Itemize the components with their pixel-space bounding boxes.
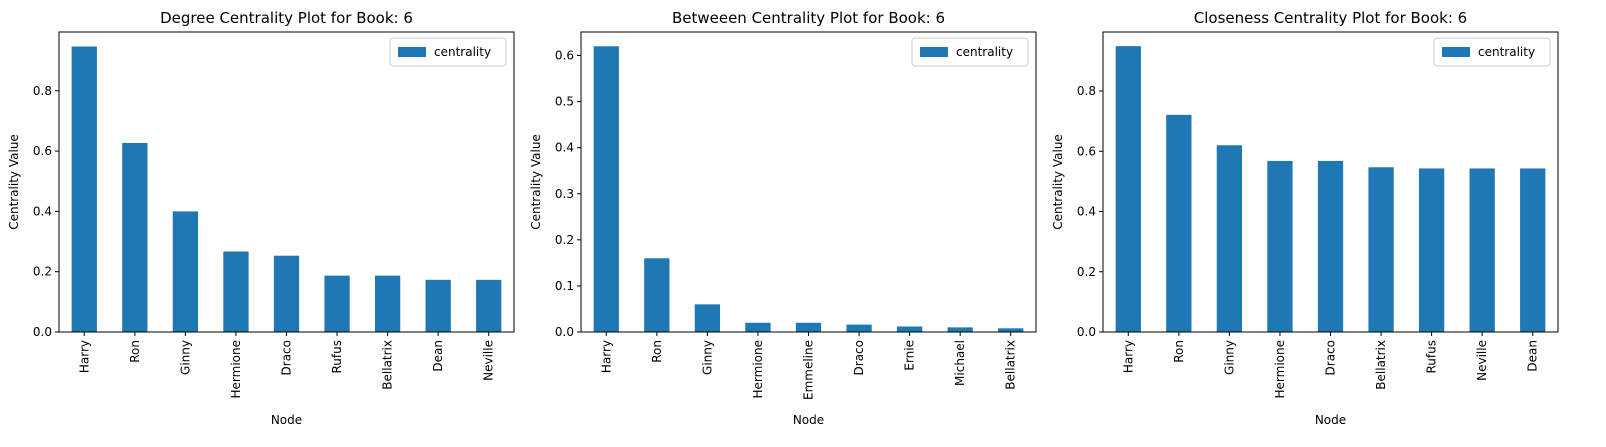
x-tick-label: Bellatrix	[1374, 340, 1388, 390]
bar-michael	[947, 327, 973, 332]
y-tick-label: 0.6	[1077, 144, 1096, 158]
legend: centrality	[389, 37, 507, 67]
x-tick-label: Dean	[431, 340, 445, 372]
y-tick-label: 0.4	[1077, 205, 1096, 219]
y-tick-label: 0.2	[33, 265, 52, 279]
x-tick-label: Ron	[650, 340, 664, 363]
x-tick-label: Ginny	[700, 340, 714, 375]
y-axis-label: Centrality Value	[1051, 134, 1065, 230]
bar-hermione	[1267, 160, 1293, 332]
bar-bellatrix	[1368, 167, 1394, 332]
x-tick-label: Michael	[953, 340, 967, 386]
bar-bellatrix	[374, 275, 401, 332]
bar-draco	[1317, 160, 1344, 332]
x-tick-label: Ernie	[903, 340, 917, 371]
bar-ron	[122, 142, 148, 332]
x-tick-label: Bellatrix	[1004, 340, 1018, 390]
chart-title: Closeness Centrality Plot for Book: 6	[1194, 9, 1467, 27]
bar-neville	[1469, 168, 1495, 332]
y-tick-label: 0.6	[555, 49, 574, 63]
bar-ginny	[172, 211, 199, 332]
bar-bellatrix	[998, 328, 1024, 332]
legend-label: centrality	[434, 45, 491, 59]
y-axis-label: Centrality Value	[7, 134, 21, 230]
bar-harry	[71, 46, 97, 332]
x-tick-label: Hermione	[1273, 340, 1287, 398]
y-tick-label: 0.6	[33, 144, 52, 158]
legend: centrality	[1433, 37, 1551, 67]
bar-neville	[476, 279, 502, 332]
x-tick-label: Hermione	[229, 340, 243, 398]
legend-swatch	[398, 47, 426, 57]
x-tick-label: Dean	[1526, 340, 1540, 372]
x-axis-label: Node	[1315, 413, 1346, 427]
y-tick-label: 0.4	[33, 204, 52, 218]
bar-hermione	[223, 251, 249, 332]
bar-hermione	[745, 322, 771, 332]
bar-harry	[1115, 46, 1141, 332]
y-tick-label: 0.0	[1077, 325, 1096, 339]
bar-rufus	[324, 275, 350, 332]
x-tick-label: Draco	[852, 340, 866, 375]
y-tick-label: 0.4	[555, 141, 574, 155]
y-tick-label: 0.8	[33, 84, 52, 98]
subplot-3: 0.0 0.2 0.4 0.6 0.8 Harry Ron Ginny Hermione Drac…	[1051, 9, 1559, 427]
legend-box	[1433, 37, 1551, 67]
x-tick-label: Draco	[1324, 340, 1338, 375]
x-tick-label: Draco	[280, 340, 294, 375]
bar-ron	[1166, 114, 1192, 332]
bar-harry	[593, 46, 619, 332]
chart-title: Betweeen Centrality Plot for Book: 6	[672, 9, 945, 27]
x-tick-label: Rufus	[330, 340, 344, 374]
x-tick-label: Harry	[1121, 340, 1135, 373]
y-tick-label: 0.0	[555, 325, 574, 339]
x-tick-label: Bellatrix	[381, 340, 395, 390]
x-tick-label: Rufus	[1425, 340, 1439, 374]
x-axis-label: Node	[271, 413, 302, 427]
subplot-1: 0.0 0.2 0.4 0.6 0.8 Harry Ron Ginny Hermione Drac…	[7, 9, 515, 427]
y-tick-label: 0.2	[1077, 265, 1096, 279]
bar-dean	[425, 279, 451, 332]
chart-title: Degree Centrality Plot for Book: 6	[160, 9, 413, 27]
bar-dean	[1520, 168, 1546, 332]
x-tick-label: Ginny	[178, 340, 192, 375]
x-tick-label: Neville	[482, 340, 496, 381]
bar-ron	[644, 258, 670, 332]
bar-ernie	[896, 326, 923, 332]
legend: centrality	[911, 37, 1029, 67]
y-tick-label: 0.2	[555, 233, 574, 247]
bar-emmeline	[795, 322, 822, 332]
legend-label: centrality	[1478, 45, 1535, 59]
legend-swatch	[920, 47, 948, 57]
y-tick-label: 0.0	[33, 325, 52, 339]
x-axis-label: Node	[793, 413, 824, 427]
x-tick-label: Hermione	[751, 340, 765, 398]
y-axis-label: Centrality Value	[529, 134, 543, 230]
legend-swatch	[1442, 47, 1470, 57]
legend-box	[911, 37, 1029, 67]
y-tick-label: 0.1	[555, 279, 574, 293]
bar-draco	[273, 255, 300, 332]
y-tick-label: 0.8	[1077, 84, 1096, 98]
x-tick-label: Harry	[599, 340, 613, 373]
legend-box	[389, 37, 507, 67]
y-tick-label: 0.5	[555, 95, 574, 109]
x-tick-label: Ginny	[1222, 340, 1236, 375]
bar-draco	[846, 324, 872, 332]
subplot-2: 0.0 0.1 0.2 0.3 0.4 0.5 0.6 Harry Ron Ginny Hermio…	[529, 9, 1037, 427]
legend-label: centrality	[956, 45, 1013, 59]
bar-rufus	[1418, 168, 1445, 332]
bar-ginny	[1216, 145, 1243, 332]
x-tick-label: Harry	[77, 340, 91, 373]
x-tick-label: Neville	[1475, 340, 1489, 381]
x-tick-label: Ron	[128, 340, 142, 363]
y-tick-label: 0.3	[555, 187, 574, 201]
x-tick-label: Ron	[1172, 340, 1186, 363]
x-tick-label: Emmeline	[802, 340, 816, 400]
bar-ginny	[694, 304, 721, 332]
